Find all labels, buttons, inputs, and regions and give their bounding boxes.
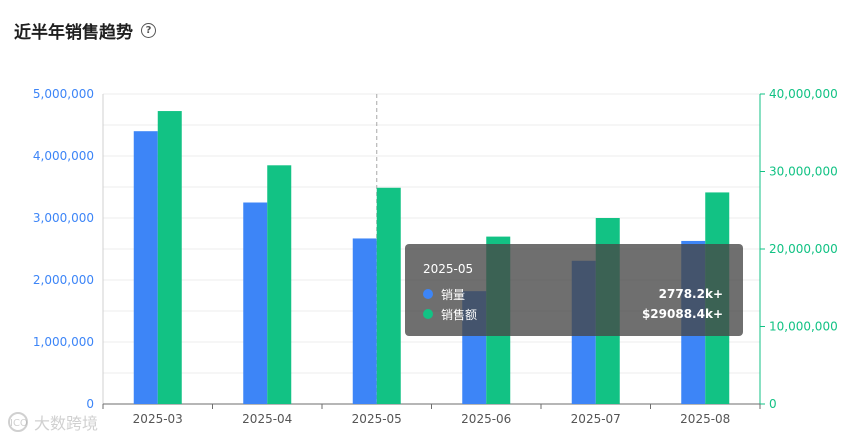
legend-dot-icon bbox=[423, 309, 433, 319]
y-left-tick-label: 4,000,000 bbox=[33, 149, 94, 163]
question-circle-icon[interactable]: ? bbox=[141, 23, 156, 38]
tooltip-row-sales-volume: 销量 2778.2k+ bbox=[423, 284, 723, 304]
bar-sales-amount bbox=[267, 165, 292, 404]
bar-sales-volume bbox=[133, 131, 158, 404]
tooltip-title: 2025-05 bbox=[423, 262, 474, 276]
tooltip-row-value: 2778.2k+ bbox=[658, 287, 723, 301]
bar-sales-amount bbox=[376, 187, 401, 404]
tooltip-row-label: 销量 bbox=[441, 287, 466, 302]
y-left-tick-label: 2,000,000 bbox=[33, 273, 94, 287]
legend-dot-icon bbox=[423, 289, 433, 299]
tooltip-row-label: 销售额 bbox=[441, 307, 478, 322]
chart-title: 近半年销售趋势 bbox=[14, 23, 133, 43]
x-tick-label: 2025-06 bbox=[461, 412, 511, 426]
chart-tooltip: 2025-05 销量 2778.2k+ 销售额 $29088.4k+ bbox=[405, 244, 743, 336]
watermark-logo-icon: ICO bbox=[8, 412, 28, 432]
x-tick-label: 2025-08 bbox=[680, 412, 730, 426]
x-tick-label: 2025-07 bbox=[571, 412, 621, 426]
y-left-tick-label: 1,000,000 bbox=[33, 335, 94, 349]
y-right-tick-label: 20,000,000 bbox=[769, 242, 838, 256]
tooltip-row-value: $29088.4k+ bbox=[641, 307, 723, 321]
bar-sales-volume bbox=[352, 238, 377, 404]
y-right-tick-label: 30,000,000 bbox=[769, 165, 838, 179]
chart-header: 近半年销售趋势 ? bbox=[14, 18, 156, 43]
bar-sales-volume bbox=[243, 202, 268, 404]
x-tick-label: 2025-05 bbox=[352, 412, 402, 426]
tooltip-row-sales-amount: 销售额 $29088.4k+ bbox=[423, 304, 723, 324]
watermark-text: 大数跨境 bbox=[34, 414, 99, 433]
watermark: ICO 大数跨境 bbox=[8, 410, 98, 434]
y-left-tick-label: 0 bbox=[86, 397, 94, 411]
y-right-tick-label: 40,000,000 bbox=[769, 87, 838, 101]
x-tick-label: 2025-03 bbox=[133, 412, 183, 426]
y-right-tick-label: 10,000,000 bbox=[769, 320, 838, 334]
y-left-tick-label: 5,000,000 bbox=[33, 87, 94, 101]
bar-sales-amount bbox=[157, 111, 182, 405]
y-left-tick-label: 3,000,000 bbox=[33, 211, 94, 225]
x-tick-label: 2025-04 bbox=[242, 412, 292, 426]
y-right-tick-label: 0 bbox=[769, 397, 777, 411]
